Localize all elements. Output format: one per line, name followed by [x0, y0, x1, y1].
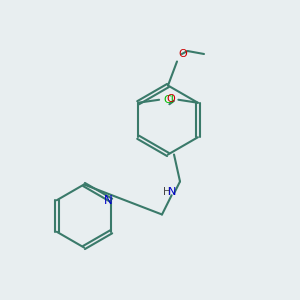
Text: O: O — [167, 94, 176, 104]
Text: N: N — [168, 187, 177, 197]
Text: Cl: Cl — [164, 95, 175, 105]
Text: H: H — [163, 187, 170, 197]
Text: N: N — [104, 194, 113, 207]
Text: O: O — [178, 49, 187, 59]
